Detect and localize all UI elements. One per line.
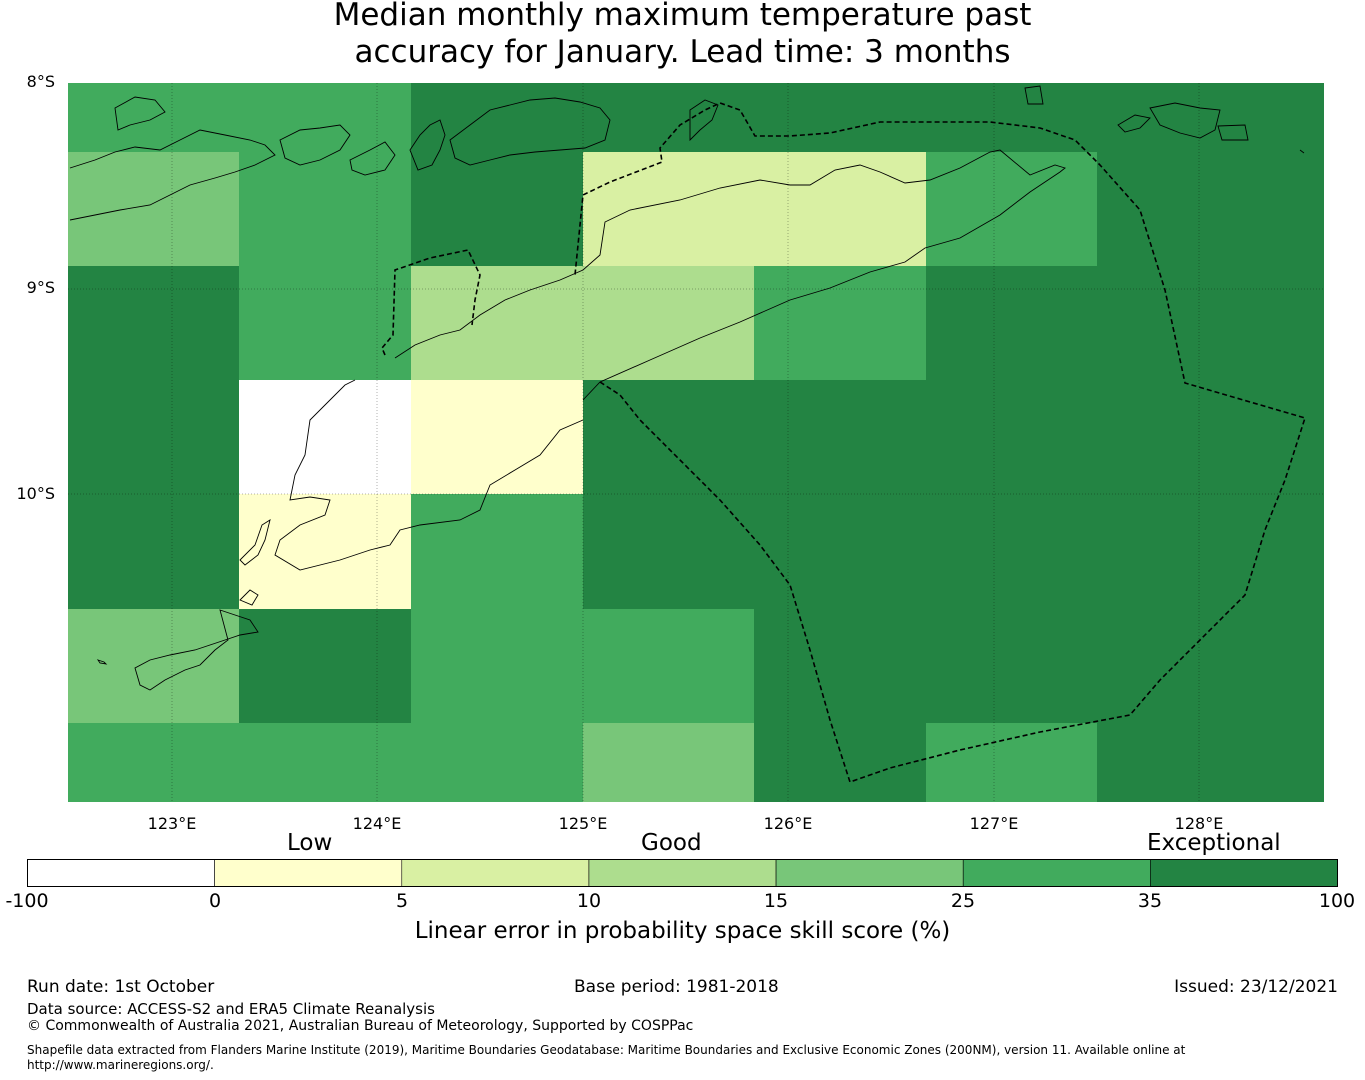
grid-cell xyxy=(583,723,754,802)
grid-cell xyxy=(926,266,1097,380)
colorbar-segment xyxy=(962,859,1151,887)
grid-cell xyxy=(1097,609,1269,723)
grid-cell xyxy=(411,83,583,152)
grid-cell xyxy=(754,380,926,494)
lon-label-123e: 123°E xyxy=(147,814,197,833)
base-period: Base period: 1981-2018 xyxy=(574,977,779,997)
grid-cell xyxy=(754,83,926,152)
legend-category-low: Low xyxy=(287,830,333,856)
grid-cell xyxy=(68,83,239,152)
grid-cell xyxy=(1269,494,1324,609)
grid-cell xyxy=(68,494,239,609)
colorbar-segment xyxy=(214,859,403,887)
grid-cell xyxy=(1269,609,1324,723)
cb-tick-neg100: -100 xyxy=(5,890,49,912)
grid-cell xyxy=(239,380,411,494)
grid-cell xyxy=(1269,152,1324,266)
grid-cell xyxy=(1269,723,1324,802)
grid-cell xyxy=(583,609,754,723)
grid-cell xyxy=(754,723,926,802)
grid-cell xyxy=(1097,83,1269,152)
grid-cell xyxy=(926,83,1097,152)
grid-cell xyxy=(239,609,411,723)
lat-label-10s: 10°S xyxy=(16,484,55,503)
colorbar-segment xyxy=(588,859,777,887)
grid-cell xyxy=(754,494,926,609)
grid-cell xyxy=(411,152,583,266)
grid-cell xyxy=(68,380,239,494)
skill-grid xyxy=(68,83,1324,802)
lon-label-124e: 124°E xyxy=(352,814,402,833)
lat-label-9s: 9°S xyxy=(26,278,55,297)
grid-cell xyxy=(1097,380,1269,494)
grid-cell xyxy=(926,152,1097,266)
legend-category-good: Good xyxy=(641,830,702,856)
maritime-boundary xyxy=(381,102,1307,784)
grid-cell xyxy=(239,266,411,380)
grid-cell xyxy=(239,723,411,802)
shapefile-credit-line1: Shapefile data extracted from Flanders M… xyxy=(27,1043,1186,1057)
grid-cell xyxy=(1097,152,1269,266)
cb-tick-5: 5 xyxy=(395,890,409,912)
grid-cell xyxy=(68,609,239,723)
map-title-line1: Median monthly maximum temperature past xyxy=(333,0,1032,33)
cb-tick-25: 25 xyxy=(950,890,976,912)
graticule xyxy=(68,83,1324,802)
cb-tick-10: 10 xyxy=(576,890,602,912)
grid-cell xyxy=(926,723,1097,802)
grid-cell xyxy=(583,380,754,494)
legend-category-exceptional: Exceptional xyxy=(1147,830,1281,856)
grid-cell xyxy=(583,83,754,152)
skill-score-map xyxy=(68,83,1324,802)
cb-tick-0: 0 xyxy=(208,890,222,912)
cb-tick-100: 100 xyxy=(1318,890,1356,912)
grid-cell xyxy=(1097,723,1269,802)
grid-cell xyxy=(926,609,1097,723)
colorbar-label: Linear error in probability space skill … xyxy=(414,918,951,944)
colorbar-segment xyxy=(401,859,590,887)
grid-cell xyxy=(411,494,583,609)
grid-cell xyxy=(411,266,583,380)
grid-cell xyxy=(1097,494,1269,609)
grid-cell xyxy=(754,609,926,723)
grid-cell xyxy=(754,152,926,266)
colorbar-segment xyxy=(1150,859,1338,887)
colorbar xyxy=(27,859,1338,887)
grid-cell xyxy=(583,266,754,380)
cb-tick-15: 15 xyxy=(763,890,789,912)
grid-cell xyxy=(1269,266,1324,380)
grid-cell xyxy=(1269,83,1324,152)
grid-cell xyxy=(239,494,411,609)
grid-cell xyxy=(411,609,583,723)
grid-cell xyxy=(926,494,1097,609)
shapefile-credit-line2: http://www.marineregions.org/. xyxy=(27,1058,214,1072)
grid-cell xyxy=(1097,266,1269,380)
lon-label-127e: 127°E xyxy=(969,814,1019,833)
coastline xyxy=(69,85,1305,691)
lon-label-126e: 126°E xyxy=(763,814,813,833)
data-source: Data source: ACCESS-S2 and ERA5 Climate … xyxy=(27,1000,435,1018)
cb-tick-35: 35 xyxy=(1137,890,1163,912)
lon-label-128e: 128°E xyxy=(1174,814,1224,833)
run-date: Run date: 1st October xyxy=(27,977,215,997)
grid-cell xyxy=(411,380,583,494)
grid-cell xyxy=(583,494,754,609)
lon-label-125e: 125°E xyxy=(558,814,608,833)
grid-cell xyxy=(926,380,1097,494)
grid-cell xyxy=(239,83,411,152)
issued-date: Issued: 23/12/2021 xyxy=(1174,977,1338,997)
grid-cell xyxy=(68,152,239,266)
grid-cell xyxy=(754,266,926,380)
map-title-line2: accuracy for January. Lead time: 3 month… xyxy=(354,34,1011,70)
grid-cell xyxy=(68,723,239,802)
colorbar-segment xyxy=(775,859,964,887)
colorbar-segment xyxy=(27,859,215,887)
lat-label-8s: 8°S xyxy=(26,72,55,91)
grid-cell xyxy=(1269,380,1324,494)
grid-cell xyxy=(411,723,583,802)
copyright: © Commonwealth of Australia 2021, Austra… xyxy=(27,1018,694,1034)
grid-cell xyxy=(583,152,754,266)
grid-cell xyxy=(68,266,239,380)
